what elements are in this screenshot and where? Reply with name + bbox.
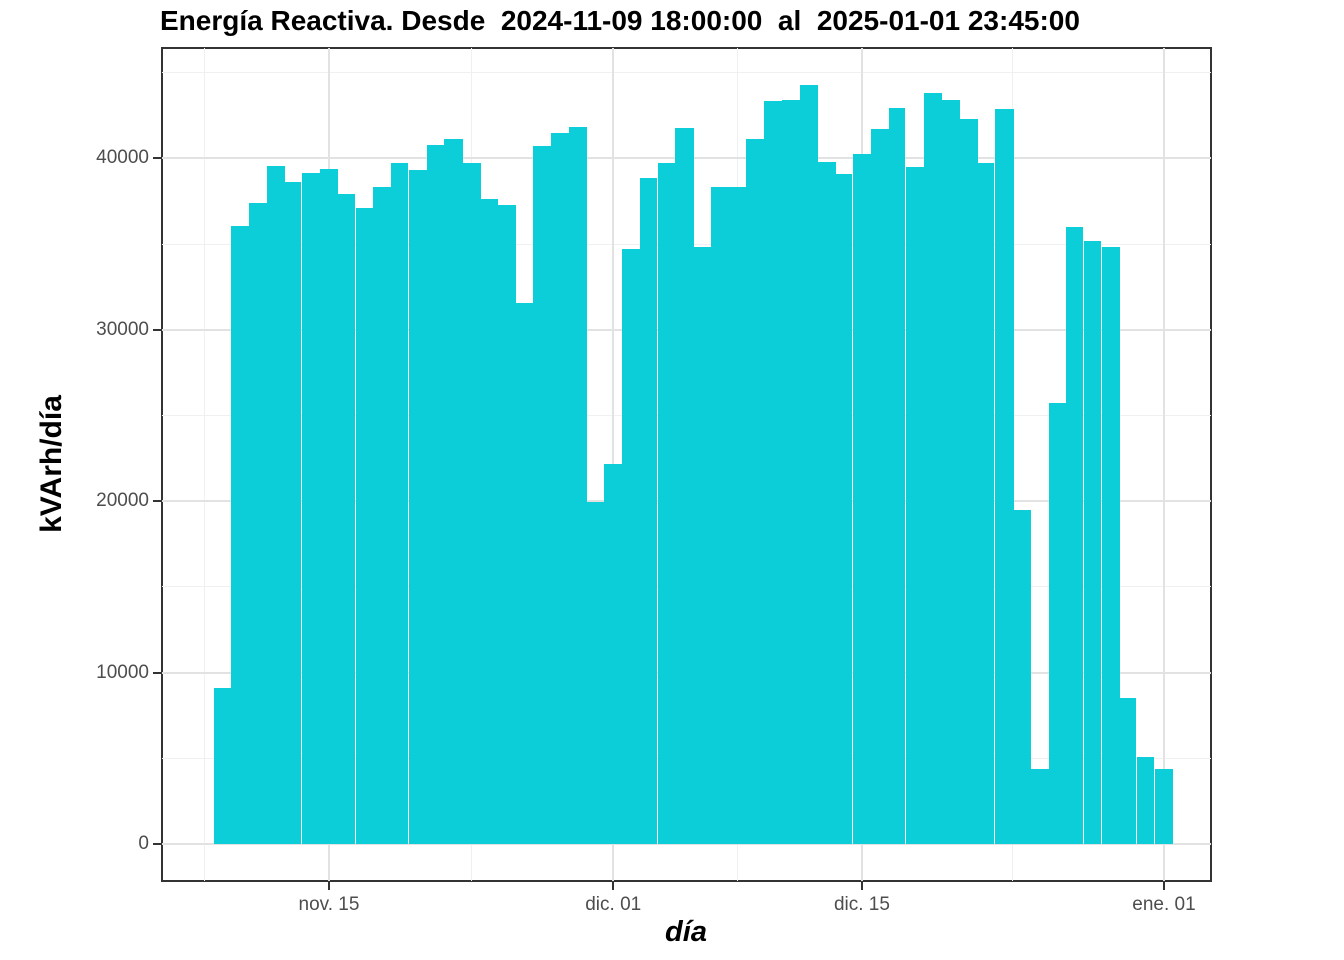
x-minor-gridline xyxy=(204,48,206,881)
y-axis-tick xyxy=(153,157,162,160)
bar-2024-12-03 xyxy=(639,178,657,844)
bar-2024-12-18 xyxy=(906,166,925,844)
chart-title: Energía Reactiva. Desde 2024-11-09 18:00… xyxy=(160,5,1080,36)
plot-panel xyxy=(161,47,1212,882)
bar-2024-11-15 xyxy=(320,169,339,844)
bar-2024-12-29 xyxy=(1101,247,1121,844)
bar-2024-12-11 xyxy=(782,100,801,844)
y-tick-label: 10000 xyxy=(96,661,149,683)
bar-2024-12-05 xyxy=(675,128,694,844)
bar-2024-11-22 xyxy=(444,138,463,844)
bar-2024-12-22 xyxy=(977,162,995,844)
x-axis-tick xyxy=(1162,882,1165,890)
y-tick-label: 20000 xyxy=(96,490,149,512)
bar-2024-11-19 xyxy=(391,162,408,844)
y-axis-tick xyxy=(153,671,162,674)
bar-2024-12-10 xyxy=(764,100,783,844)
bar-2024-11-17 xyxy=(355,208,374,844)
x-axis-tick xyxy=(327,882,330,890)
bar-2024-11-29 xyxy=(568,127,588,844)
bar-2024-11-25 xyxy=(497,204,517,844)
x-tick-label: nov. 15 xyxy=(298,894,360,915)
bar-2024-12-07 xyxy=(710,186,730,844)
y-tick-label: 0 xyxy=(138,833,149,854)
y-tick-label: 40000 xyxy=(96,147,149,169)
bar-2024-12-24 xyxy=(1012,509,1032,844)
bar-2024-12-30 xyxy=(1119,698,1137,844)
x-tick-label: ene. 01 xyxy=(1132,894,1196,915)
bar-2024-12-12 xyxy=(799,84,819,844)
bar-2025-01-01 xyxy=(1155,768,1174,844)
y-minor-gridline xyxy=(162,72,1211,74)
x-axis-title: día xyxy=(665,916,707,948)
bar-2024-12-25 xyxy=(1030,768,1050,844)
bar-2024-11-24 xyxy=(479,198,499,844)
x-tick-label: dic. 15 xyxy=(833,894,890,915)
bar-2024-11-28 xyxy=(551,132,570,844)
bar-2024-11-11 xyxy=(249,202,268,844)
bar-2024-12-31 xyxy=(1137,757,1155,844)
bar-2024-11-26 xyxy=(515,303,534,844)
bar-2024-12-21 xyxy=(959,118,979,844)
bar-2024-12-02 xyxy=(622,249,641,844)
bar-2024-12-09 xyxy=(746,138,765,844)
bar-2024-12-19 xyxy=(924,93,943,844)
bar-2024-12-06 xyxy=(693,246,712,844)
y-axis-tick xyxy=(153,843,162,845)
bar-2024-12-17 xyxy=(888,107,906,844)
x-axis-tick xyxy=(612,882,615,890)
bar-2024-12-28 xyxy=(1084,240,1101,844)
bar-2024-12-14 xyxy=(835,173,853,844)
x-major-gridline xyxy=(1162,48,1165,881)
bar-2024-12-08 xyxy=(728,186,748,844)
bar-2024-11-13 xyxy=(284,182,302,844)
bar-2024-11-21 xyxy=(426,144,446,844)
bar-2024-12-01 xyxy=(604,464,623,844)
y-axis-tick xyxy=(153,500,162,503)
bar-2024-11-18 xyxy=(373,187,392,844)
x-axis-tick xyxy=(860,882,863,890)
bar-2024-11-20 xyxy=(408,170,428,844)
bar-2024-11-14 xyxy=(302,172,321,844)
x-tick-label: dic. 01 xyxy=(585,894,642,915)
bar-2024-11-09 xyxy=(213,688,232,844)
bar-2024-12-16 xyxy=(870,129,890,844)
bar-2024-11-23 xyxy=(462,162,481,844)
bar-2024-11-27 xyxy=(533,146,552,844)
y-axis-tick xyxy=(153,328,162,331)
bar-2024-11-10 xyxy=(231,226,250,844)
bar-2024-12-15 xyxy=(853,154,872,844)
bar-2024-11-12 xyxy=(266,166,286,844)
bar-2024-11-16 xyxy=(337,194,355,844)
bar-2024-12-23 xyxy=(995,108,1014,844)
bar-2024-12-26 xyxy=(1048,403,1067,844)
bar-2024-12-04 xyxy=(657,163,676,844)
y-tick-label: 30000 xyxy=(96,318,149,340)
bar-2024-11-30 xyxy=(586,502,605,844)
bar-2024-12-20 xyxy=(941,100,961,844)
bar-2024-12-27 xyxy=(1066,226,1084,844)
bar-2024-12-13 xyxy=(817,161,836,844)
